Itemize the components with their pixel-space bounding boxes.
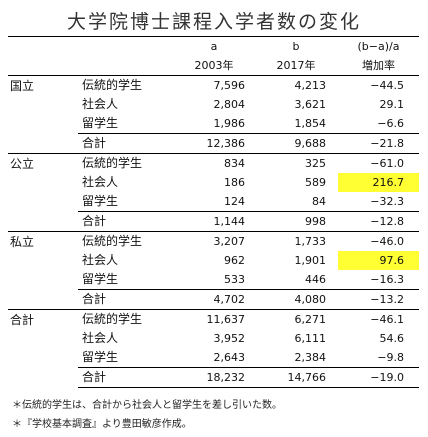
table-row: 私立 伝統的学生 3,207 1,733 −46.0: [8, 231, 419, 310]
group-label: 公立: [8, 153, 78, 232]
value-2017-cell: 14,766: [254, 367, 338, 388]
value-2003-cell: 3,207: [174, 231, 254, 251]
value-2003-cell: 7,596: [213, 79, 246, 92]
rate-cell: −12.8: [338, 211, 419, 232]
table-row: 留学生 1,986 1,854 −6.6: [8, 114, 419, 134]
value-2017-cell: 6,271: [254, 309, 338, 329]
value-2003-cell: 3,952: [213, 332, 246, 345]
category-cell: 伝統的学生: [78, 231, 174, 251]
table-row: 社会人 2,804 3,621 29.1: [8, 95, 419, 114]
table-row: 国立 伝統的学生 7,596 4,213 −44.5: [8, 76, 419, 96]
header-empty: [78, 56, 174, 76]
rate-cell: −6.6: [377, 117, 404, 130]
category-cell: 伝統的学生: [82, 78, 143, 92]
value-2003-cell: 834: [174, 153, 254, 173]
table-row: 公立 伝統的学生 834 325 −61.0: [8, 153, 419, 232]
value-2003-cell: 962: [224, 254, 245, 267]
header-2003: 2003年: [174, 56, 254, 76]
category-cell: 留学生: [82, 116, 119, 130]
rate-cell: −44.5: [370, 79, 404, 92]
value-2003-cell: 533: [224, 273, 245, 286]
page-title: 大学院博士課程入学者数の変化: [66, 11, 361, 33]
group-label: 国立: [10, 79, 35, 93]
value-2017-cell: 84: [312, 195, 326, 208]
table-row: 社会人 962 1,901 97.6: [8, 251, 419, 270]
category-cell: 社会人: [82, 97, 119, 111]
header-2017: 2017年: [254, 56, 338, 76]
category-cell: 社会人: [82, 331, 119, 345]
table-row: 合計 伝統的学生 11,637 6,271 −46.1: [8, 309, 419, 388]
rate-cell: 29.1: [379, 98, 405, 111]
value-2017-cell: 325: [254, 153, 338, 173]
value-2003-cell: 2,643: [213, 351, 246, 364]
value-2017-cell: 9,688: [254, 133, 338, 154]
rate-cell: −46.0: [338, 231, 419, 251]
header-empty: [78, 36, 174, 56]
value-2003-cell: 4,702: [174, 289, 254, 310]
category-cell: 留学生: [82, 194, 119, 208]
group-label: 合計: [8, 309, 78, 388]
value-2017-cell: 1,854: [294, 117, 327, 130]
value-2017-cell: 4,213: [294, 79, 327, 92]
table-row: 合計 1,144 998 −12.8: [8, 211, 419, 232]
value-2003-cell: 1,144: [174, 211, 254, 232]
rate-cell: −32.3: [370, 195, 404, 208]
value-2003-cell: 1,986: [213, 117, 246, 130]
value-2003-cell: 11,637: [174, 309, 254, 329]
category-cell: 合計: [78, 289, 174, 310]
header-2003-top: a: [174, 36, 254, 56]
rate-cell: 216.7: [338, 173, 419, 192]
value-2003-cell: 186: [224, 176, 245, 189]
rate-cell: −61.0: [338, 153, 419, 173]
rate-cell: 97.6: [338, 251, 419, 270]
header-rate: 増加率: [338, 56, 419, 76]
value-2017-cell: 3,621: [294, 98, 327, 111]
table-row: 社会人 186 589 216.7: [8, 173, 419, 192]
rate-cell: −19.0: [338, 367, 419, 388]
value-2003-cell: 12,386: [174, 133, 254, 154]
category-cell: 合計: [78, 367, 174, 388]
table-row: 合計 4,702 4,080 −13.2: [8, 289, 419, 310]
group-label: 私立: [8, 231, 78, 310]
value-2017-cell: 6,111: [294, 332, 327, 345]
enrollment-table: a b (b−a)/a 2003年 2017年 増加率 国立 伝統的学生 7,596…: [8, 36, 419, 388]
category-cell: 留学生: [82, 272, 119, 286]
table-body: 国立 伝統的学生 7,596 4,213 −44.5 社会人 2,804 3,621 29.1 留…: [8, 76, 419, 388]
header-empty: [8, 36, 78, 56]
category-cell: 留学生: [82, 350, 119, 364]
rate-cell: −21.8: [338, 133, 419, 154]
table-row: 留学生 124 84 −32.3: [8, 192, 419, 212]
value-2017-cell: 1,901: [294, 254, 327, 267]
value-2017-cell: 446: [305, 273, 326, 286]
category-cell: 伝統的学生: [78, 309, 174, 329]
header-rate-top: (b−a)/a: [338, 36, 419, 56]
header-2017-top: b: [254, 36, 338, 56]
rate-cell: 54.6: [379, 332, 405, 345]
table-row: 留学生 533 446 −16.3: [8, 270, 419, 290]
rate-cell: −46.1: [338, 309, 419, 329]
value-2017-cell: 4,080: [254, 289, 338, 310]
rate-cell: −13.2: [338, 289, 419, 310]
value-2017-cell: 589: [305, 176, 326, 189]
footnote-2: ＊『学校基本調査』より豊田敏彦作成。: [12, 419, 192, 430]
value-2003-cell: 18,232: [174, 367, 254, 388]
table-row: 社会人 3,952 6,111 54.6: [8, 329, 419, 348]
value-2003-cell: 2,804: [213, 98, 246, 111]
table-row: 留学生 2,643 2,384 −9.8: [8, 348, 419, 368]
footnote-1: ＊伝統的学生は、合計から社会人と留学生を差し引いた数。: [12, 400, 282, 411]
value-2017-cell: 1,733: [254, 231, 338, 251]
category-cell: 伝統的学生: [78, 153, 174, 173]
table-row: 合計 12,386 9,688 −21.8: [8, 133, 419, 154]
value-2017-cell: 2,384: [294, 351, 327, 364]
category-cell: 社会人: [82, 175, 119, 189]
category-cell: 合計: [78, 133, 174, 154]
category-cell: 社会人: [82, 253, 119, 267]
header-empty: [8, 56, 78, 76]
category-cell: 合計: [78, 211, 174, 232]
table-row: 合計 18,232 14,766 −19.0: [8, 367, 419, 388]
value-2017-cell: 998: [254, 211, 338, 232]
rate-cell: −9.8: [377, 351, 404, 364]
value-2003-cell: 124: [224, 195, 245, 208]
rate-cell: −16.3: [370, 273, 404, 286]
